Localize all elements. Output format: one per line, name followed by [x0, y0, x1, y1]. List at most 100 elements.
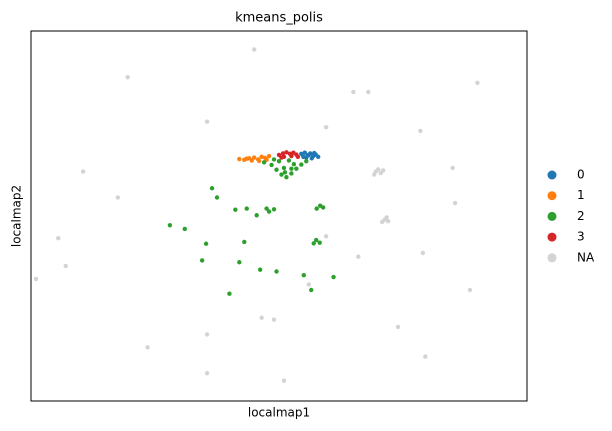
- point: [244, 206, 249, 211]
- point: [323, 125, 329, 130]
- point: [395, 324, 401, 330]
- point: [115, 195, 121, 200]
- point: [315, 154, 321, 159]
- point: [284, 174, 289, 180]
- point: [304, 159, 309, 164]
- point: [323, 234, 329, 239]
- point: [264, 206, 269, 211]
- legend: 0 1 2 3 NA: [547, 168, 595, 264]
- point: [306, 152, 311, 158]
- point: [167, 223, 173, 228]
- point: [311, 241, 316, 246]
- point: [385, 218, 391, 224]
- point: [276, 159, 282, 164]
- point: [317, 240, 322, 245]
- point: [279, 172, 284, 177]
- legend-label: 0: [577, 168, 585, 182]
- point: [271, 317, 277, 322]
- chart-title: kmeans_polis: [235, 11, 323, 26]
- point: [356, 254, 361, 259]
- point: [301, 154, 306, 159]
- point: [294, 166, 299, 171]
- point: [269, 162, 274, 168]
- legend-marker: [547, 253, 557, 263]
- point: [271, 157, 277, 162]
- point: [366, 89, 371, 95]
- legend-marker: [547, 191, 557, 201]
- point: [281, 378, 287, 383]
- point: [314, 237, 319, 243]
- point: [286, 158, 292, 163]
- point: [423, 354, 428, 359]
- point: [280, 151, 286, 156]
- point: [145, 345, 150, 350]
- y-axis-label: localmap2: [10, 185, 24, 247]
- point: [266, 153, 272, 159]
- point: [204, 332, 210, 337]
- point: [320, 205, 326, 210]
- point: [56, 236, 61, 241]
- point: [204, 371, 210, 376]
- point: [301, 273, 306, 278]
- point: [80, 169, 86, 174]
- legend-marker: [547, 211, 557, 221]
- point: [274, 167, 279, 172]
- point: [309, 156, 314, 161]
- x-axis-label: localmap1: [248, 406, 310, 420]
- legend-marker: [547, 170, 557, 180]
- point: [289, 166, 294, 171]
- point: [209, 186, 215, 191]
- point: [252, 47, 257, 52]
- legend-marker: [547, 232, 557, 242]
- legend-label: 2: [577, 209, 585, 223]
- point: [203, 241, 209, 246]
- point: [291, 162, 297, 167]
- point: [63, 263, 68, 269]
- point: [274, 269, 279, 274]
- point: [282, 170, 288, 175]
- point: [312, 150, 317, 156]
- point: [331, 274, 336, 280]
- point: [281, 165, 287, 171]
- point: [351, 89, 356, 95]
- point: [266, 209, 272, 214]
- point: [33, 276, 39, 282]
- legend-label: NA: [577, 250, 595, 264]
- point: [259, 154, 264, 159]
- point: [380, 168, 386, 173]
- point: [289, 153, 294, 159]
- point: [314, 206, 319, 211]
- point: [199, 258, 205, 263]
- point: [295, 154, 301, 159]
- point: [259, 315, 264, 320]
- point: [418, 128, 423, 134]
- point: [309, 287, 314, 293]
- point: [125, 75, 130, 80]
- point: [214, 195, 220, 200]
- point: [271, 207, 277, 212]
- point: [237, 156, 242, 162]
- point: [279, 155, 284, 160]
- point: [261, 160, 267, 165]
- point: [420, 250, 426, 256]
- point: [372, 172, 377, 177]
- point: [227, 291, 232, 296]
- point: [242, 239, 247, 245]
- point: [302, 150, 307, 155]
- legend-label: 3: [577, 230, 585, 244]
- point: [450, 165, 455, 171]
- plot-frame: [30, 30, 528, 402]
- point: [244, 156, 249, 161]
- point: [289, 171, 294, 176]
- point: [299, 162, 304, 167]
- points: [33, 47, 480, 383]
- point: [284, 150, 289, 155]
- point: [237, 260, 242, 265]
- point: [257, 267, 263, 272]
- point: [256, 158, 262, 164]
- point: [306, 282, 311, 287]
- point: [249, 158, 254, 163]
- point: [452, 200, 458, 206]
- point: [475, 80, 480, 86]
